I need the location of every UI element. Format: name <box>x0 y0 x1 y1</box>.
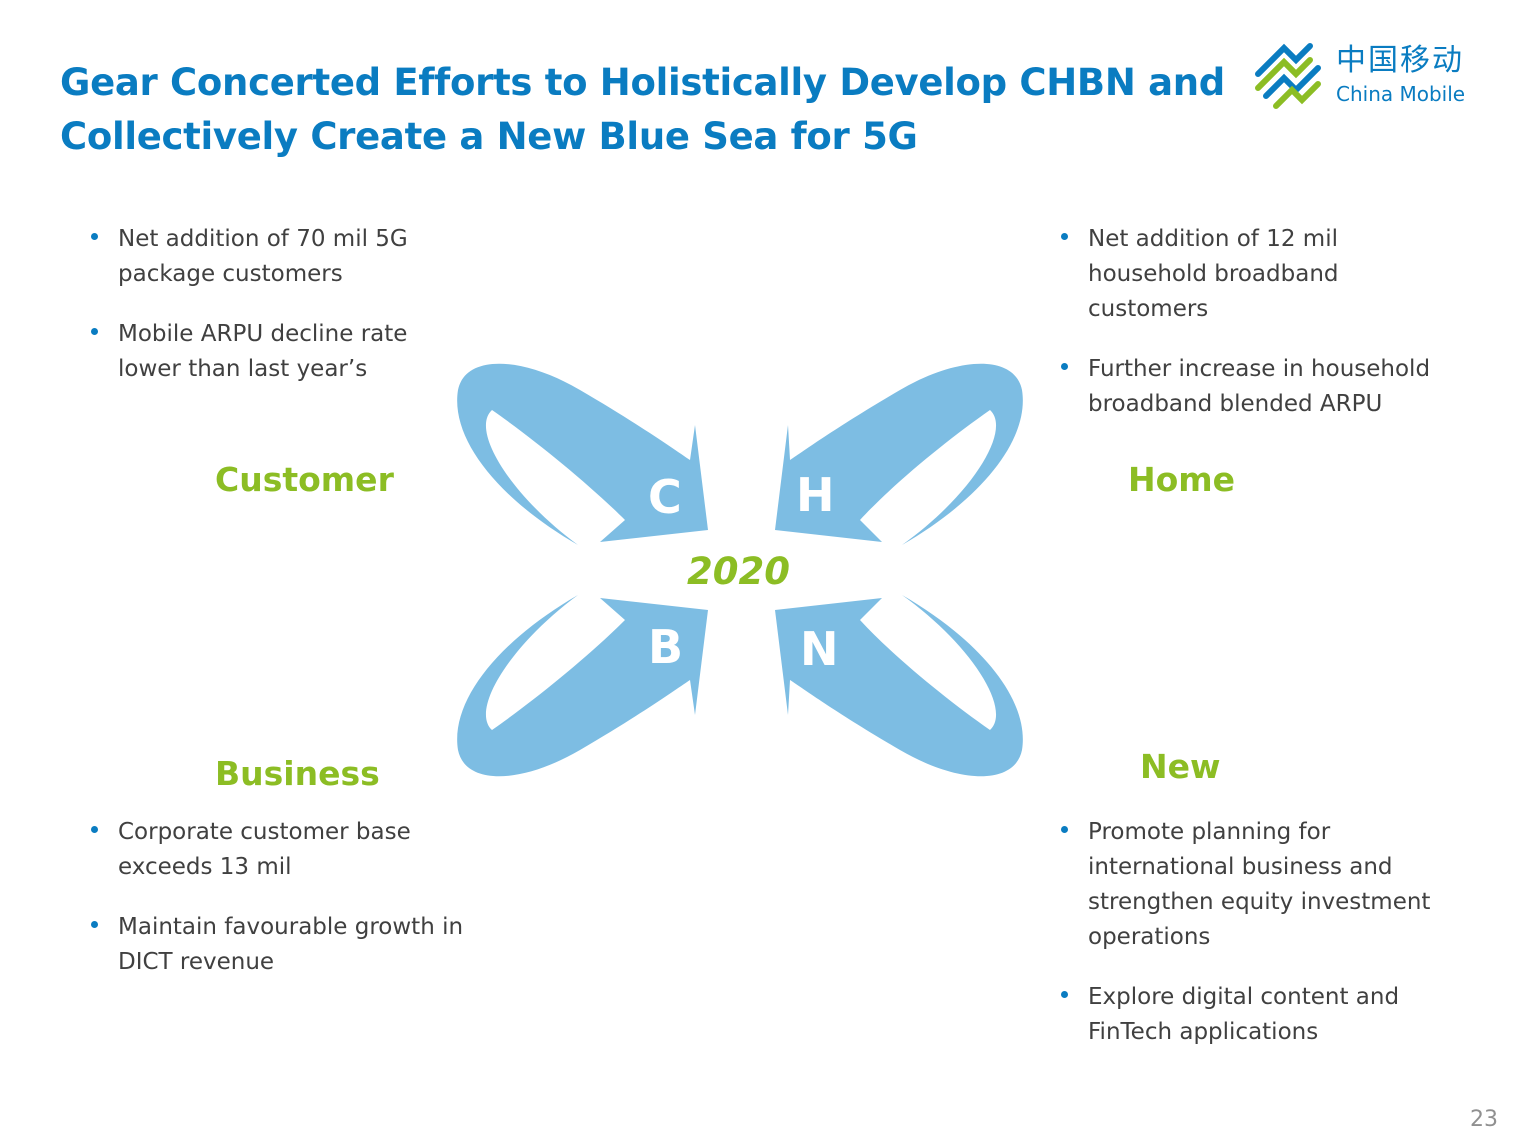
business-bullet-1: Corporate customer base exceeds 13 mil <box>88 815 428 885</box>
new-label: New <box>1140 747 1221 786</box>
title-line-1: Gear Concerted Efforts to Holistically D… <box>60 61 1225 104</box>
home-label: Home <box>1128 460 1236 499</box>
business-label: Business <box>215 754 380 793</box>
china-mobile-logo: 中国移动 China Mobile <box>1250 40 1480 115</box>
arrow-c <box>457 363 708 545</box>
page-number: 23 <box>1470 1107 1498 1132</box>
home-bullet-2: Further increase in household broadband … <box>1058 352 1468 422</box>
title-line-2: Collectively Create a New Blue Sea for 5… <box>60 115 918 158</box>
letter-n: N <box>800 622 839 676</box>
home-bullets: Net addition of 12 mil household broadba… <box>1058 222 1468 422</box>
arrow-h <box>775 363 1023 545</box>
chbn-diagram: C H B N 2020 <box>440 350 1060 790</box>
letter-h: H <box>796 468 835 522</box>
letter-c: C <box>648 470 682 524</box>
customer-label: Customer <box>215 460 394 499</box>
new-bullet-2: Explore digital content and FinTech appl… <box>1058 980 1468 1050</box>
logo-english-name: China Mobile <box>1336 82 1466 106</box>
business-bullet-2: Maintain favourable growth in DICT reven… <box>88 910 488 980</box>
customer-bullet-1: Net addition of 70 mil 5G package custom… <box>88 222 468 292</box>
chbn-arrows <box>457 363 1023 777</box>
customer-bullets: Net addition of 70 mil 5G package custom… <box>88 222 468 387</box>
china-mobile-logo-icon <box>1255 43 1321 109</box>
center-year: 2020 <box>687 550 790 593</box>
customer-bullet-2: Mobile ARPU decline rate lower than last… <box>88 317 468 387</box>
new-bullets: Promote planning for international busin… <box>1058 815 1468 1050</box>
arrow-b <box>457 595 708 777</box>
home-bullet-1: Net addition of 12 mil household broadba… <box>1058 222 1388 327</box>
page-title: Gear Concerted Efforts to Holistically D… <box>60 56 1225 164</box>
business-bullets: Corporate customer base exceeds 13 mil M… <box>88 815 488 980</box>
arrow-n <box>775 595 1023 777</box>
logo-chinese-name: 中国移动 <box>1336 43 1464 78</box>
new-bullet-1: Promote planning for international busin… <box>1058 815 1468 955</box>
letter-b: B <box>648 620 684 674</box>
